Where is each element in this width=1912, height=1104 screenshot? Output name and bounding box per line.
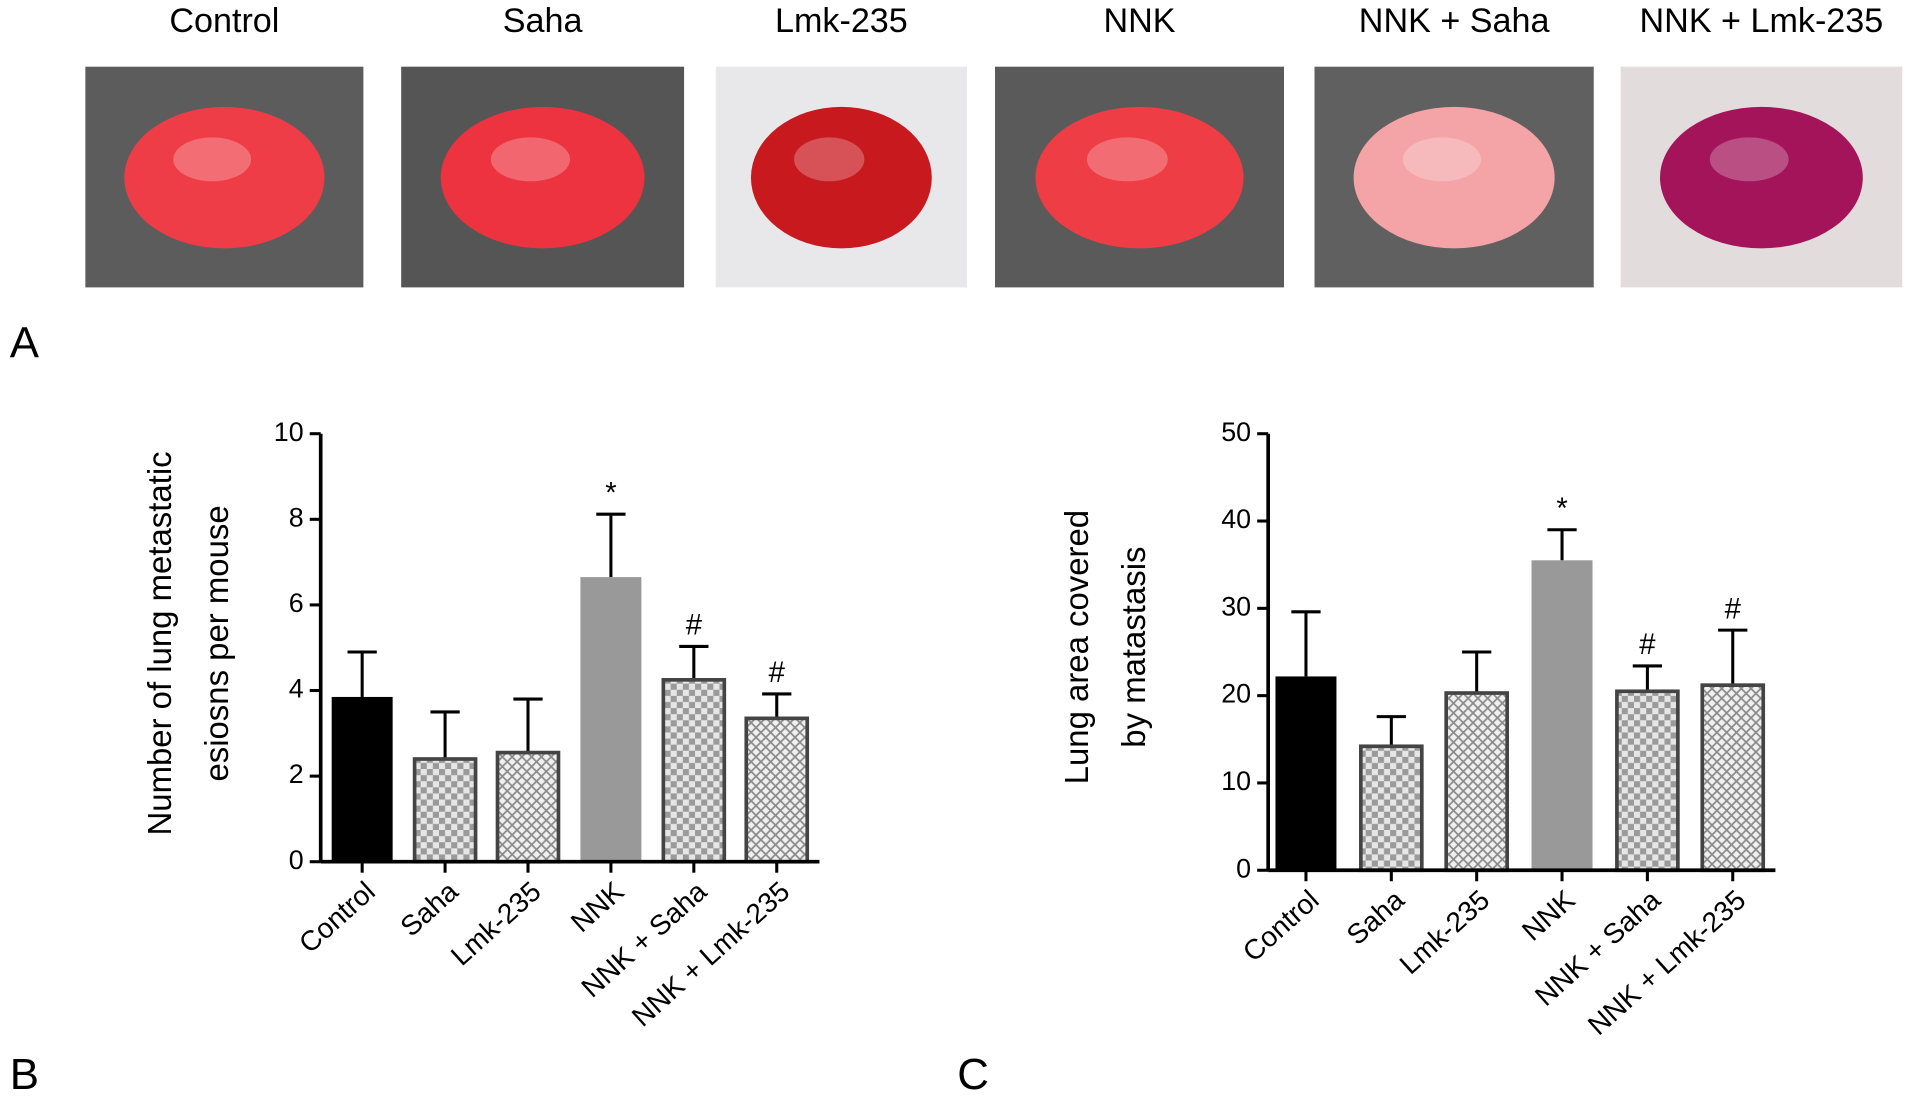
lung-highlight (490, 137, 571, 182)
panel-label: A (10, 319, 40, 368)
panel-label: B (10, 1050, 39, 1099)
photo-label: Control (169, 2, 279, 40)
y-tick-label: 6 (289, 588, 304, 618)
y-axis-label: Number of lung metastatic (141, 451, 178, 835)
bar (495, 750, 561, 864)
y-tick-label: 4 (289, 674, 304, 704)
panel-label: C (957, 1050, 989, 1099)
significance-mark: * (605, 477, 616, 509)
lung-highlight (1086, 137, 1168, 182)
lung-tissue (124, 106, 325, 249)
bar (412, 757, 478, 864)
lung-tissue (1353, 106, 1555, 249)
bar (580, 577, 642, 862)
lung-tissue (440, 106, 645, 249)
charts: Number of lung metastatic esiosns per mou… (141, 417, 1776, 1041)
y-tick-label: 0 (1236, 853, 1251, 883)
significance-mark: # (1639, 629, 1656, 661)
lung-highlight (173, 137, 252, 182)
x-tick-label: Saha (394, 875, 464, 942)
lung-tissue (1035, 106, 1244, 249)
significance-mark: * (1556, 493, 1567, 525)
x-tick-label: Control (1237, 884, 1325, 968)
photo-label: Saha (503, 2, 583, 40)
lung-highlight (1709, 137, 1789, 182)
bar-chart: Lung area covered by matastasis 0 10 20 30 40 5… (1058, 417, 1776, 1041)
y-tick-label: 8 (289, 502, 304, 532)
bar (1531, 560, 1593, 871)
y-axis-label: by matastasis (1115, 547, 1152, 748)
lung-tissue (750, 106, 932, 249)
lung-highlight (1402, 137, 1482, 182)
photo-label: NNK + Saha (1359, 2, 1550, 40)
x-tick-label: NNK (565, 875, 630, 938)
bar (1615, 689, 1680, 873)
photo-row: Control Saha Lmk-235 NNK NNK + Saha NNK + Lmk… (85, 2, 1903, 288)
x-tick-label: Control (293, 875, 381, 959)
photo-label: NNK (1103, 2, 1175, 40)
photo-label: Lmk-235 (775, 2, 908, 40)
significance-mark: # (769, 657, 786, 689)
y-tick-label: 50 (1221, 417, 1251, 447)
bar (661, 677, 727, 864)
bar (1700, 683, 1766, 873)
y-tick-label: 10 (274, 417, 304, 447)
x-tick-label: Lmk-235 (1394, 884, 1496, 980)
bar (1275, 676, 1337, 871)
x-tick-label: NNK + Lmk-235 (1582, 884, 1752, 1041)
y-tick-label: 10 (1221, 766, 1251, 796)
x-tick-label: NNK (1516, 884, 1581, 947)
bar-chart: Number of lung metastatic esiosns per mou… (141, 417, 820, 1032)
y-tick-label: 0 (289, 845, 304, 875)
y-tick-label: 40 (1221, 504, 1251, 534)
significance-mark: # (1725, 593, 1742, 625)
y-tick-label: 30 (1221, 591, 1251, 621)
significance-mark: # (686, 610, 703, 642)
photo-label: NNK + Lmk-235 (1640, 2, 1884, 40)
y-tick-label: 20 (1221, 679, 1251, 709)
x-tick-label: Lmk-235 (445, 875, 547, 971)
bar (1359, 744, 1424, 873)
bar (744, 716, 810, 864)
x-tick-label: Saha (1341, 884, 1411, 951)
y-axis-label: Lung area covered (1058, 510, 1095, 784)
y-tick-label: 2 (289, 759, 304, 789)
bar (1444, 691, 1509, 873)
y-axis-label: esiosns per mouse (198, 505, 235, 781)
lung-highlight (794, 137, 865, 182)
lung-tissue (1660, 106, 1863, 249)
bar (331, 696, 393, 862)
